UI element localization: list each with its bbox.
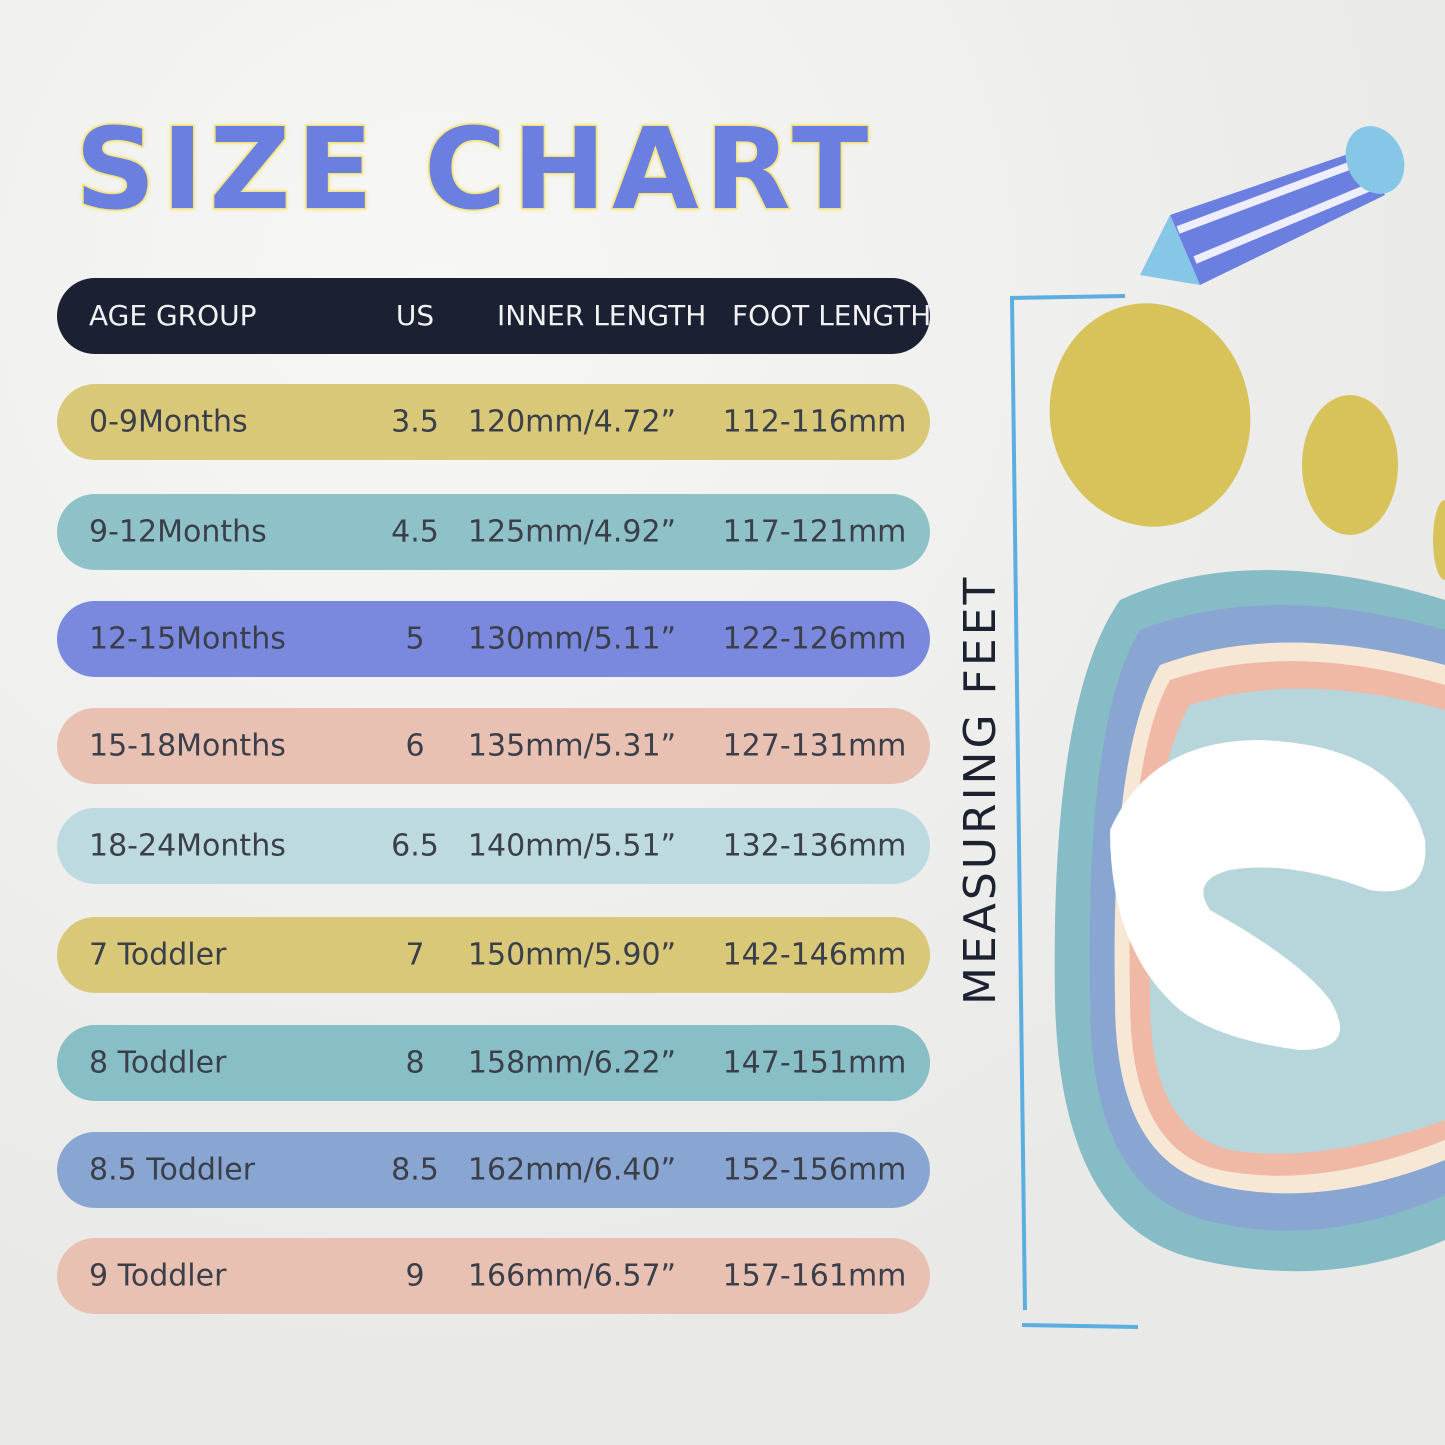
measuring-feet-label: MEASURING FEET — [955, 574, 1006, 1005]
age-cell: 18-24Months — [89, 828, 286, 864]
us-size-cell: 5 — [405, 621, 425, 657]
inner-length-cell: 125mm/4.92” — [467, 514, 677, 550]
header-age-group: AGE GROUP — [89, 299, 257, 332]
us-size-cell: 6.5 — [391, 828, 439, 864]
foot-length-cell: 147-151mm — [722, 1045, 907, 1081]
table-row: 8.5 Toddler 8.5 162mm/6.40” 152-156mm — [57, 1132, 930, 1208]
age-cell: 9-12Months — [89, 514, 267, 550]
foot-length-cell: 157-161mm — [722, 1258, 907, 1294]
table-row: 15-18Months 6 135mm/5.31” 127-131mm — [57, 708, 930, 784]
table-header: AGE GROUP US INNER LENGTH FOOT LENGTH — [57, 278, 932, 354]
age-cell: 8 Toddler — [89, 1045, 227, 1081]
foot-length-cell: 132-136mm — [722, 828, 907, 864]
header-us: US — [395, 299, 435, 332]
age-cell: 12-15Months — [89, 621, 286, 657]
us-size-cell: 8.5 — [391, 1152, 439, 1188]
foot-length-cell: 117-121mm — [722, 514, 907, 550]
age-cell: 0-9Months — [89, 404, 248, 440]
table-row: 18-24Months 6.5 140mm/5.51” 132-136mm — [57, 808, 930, 884]
table-row: 12-15Months 5 130mm/5.11” 122-126mm — [57, 601, 930, 677]
foot-length-cell: 142-146mm — [722, 937, 907, 973]
inner-length-cell: 158mm/6.22” — [467, 1045, 677, 1081]
foot-length-cell: 122-126mm — [722, 621, 907, 657]
header-inner-length: INNER LENGTH — [497, 299, 707, 332]
age-cell: 7 Toddler — [89, 937, 227, 973]
inner-length-cell: 166mm/6.57” — [467, 1258, 677, 1294]
us-size-cell: 7 — [405, 937, 425, 973]
inner-length-cell: 162mm/6.40” — [467, 1152, 677, 1188]
foot-length-cell: 112-116mm — [722, 404, 907, 440]
us-size-cell: 9 — [405, 1258, 425, 1294]
sole-icon — [1054, 570, 1445, 1272]
inner-length-cell: 135mm/5.31” — [467, 728, 677, 764]
table-row: 8 Toddler 8 158mm/6.22” 147-151mm — [57, 1025, 930, 1101]
toe-icons — [1049, 303, 1445, 580]
foot-length-cell: 127-131mm — [722, 728, 907, 764]
measure-line — [1009, 294, 1139, 1329]
inner-length-cell: 150mm/5.90” — [467, 937, 677, 973]
table-row: 9-12Months 4.5 125mm/4.92” 117-121mm — [57, 494, 930, 570]
table-row: 0-9Months 3.5 120mm/4.72” 112-116mm — [57, 384, 930, 460]
foot-length-cell: 152-156mm — [722, 1152, 907, 1188]
inner-length-cell: 130mm/5.11” — [467, 621, 677, 657]
table-row: 9 Toddler 9 166mm/6.57” 157-161mm — [57, 1238, 930, 1314]
age-cell: 9 Toddler — [89, 1258, 227, 1294]
pencil-icon — [1140, 126, 1405, 285]
age-cell: 8.5 Toddler — [89, 1152, 256, 1188]
header-foot-length: FOOT LENGTH — [732, 299, 932, 332]
table-row: 7 Toddler 7 150mm/5.90” 142-146mm — [57, 917, 930, 993]
inner-length-cell: 140mm/5.51” — [467, 828, 677, 864]
us-size-cell: 4.5 — [391, 514, 439, 550]
us-size-cell: 6 — [405, 728, 425, 764]
inner-length-cell: 120mm/4.72” — [467, 404, 677, 440]
us-size-cell: 3.5 — [391, 404, 439, 440]
page-title: SIZE CHART — [73, 104, 875, 237]
us-size-cell: 8 — [405, 1045, 425, 1081]
age-cell: 15-18Months — [89, 728, 286, 764]
